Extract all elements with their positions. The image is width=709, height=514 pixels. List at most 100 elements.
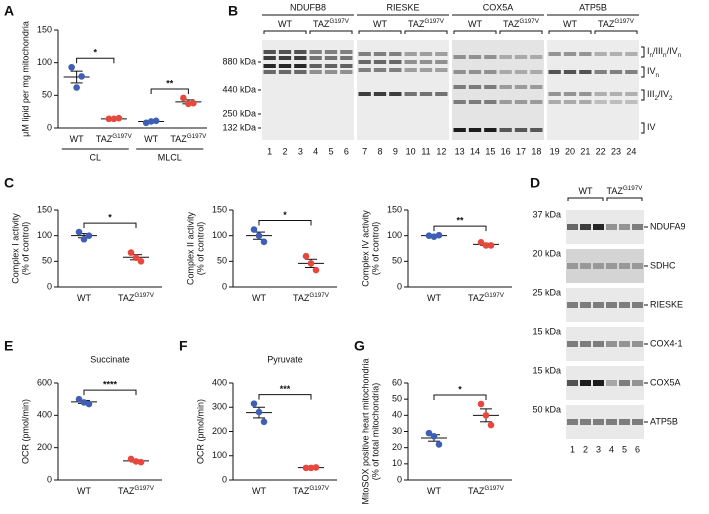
band [514, 85, 528, 89]
superscript: G197V [187, 133, 207, 140]
band [625, 92, 638, 96]
y-tick-label: 30 [392, 426, 402, 436]
data-point [190, 99, 197, 107]
band [632, 224, 643, 230]
lane-number: 18 [531, 146, 541, 156]
blot [566, 249, 644, 283]
data-point [487, 421, 495, 429]
label-part: TAZ [503, 19, 520, 29]
label-part: WT [70, 134, 84, 144]
band-bracket [641, 46, 645, 58]
data-point [482, 242, 490, 249]
band [593, 302, 604, 308]
data-point [85, 400, 93, 408]
label-part: TAZ [293, 293, 310, 303]
band [373, 68, 387, 72]
blot [566, 327, 644, 361]
band [593, 263, 604, 269]
superscript: G197V [424, 18, 444, 25]
y-tick-label: 100 [212, 230, 227, 240]
kda-label: 15 kDa [532, 326, 561, 336]
band [340, 50, 353, 54]
band [579, 92, 592, 96]
band [263, 56, 276, 60]
data-point [80, 399, 88, 406]
significance-bracket [83, 389, 137, 396]
y-axis-label: μM lipid per mg mitochondria [20, 21, 30, 137]
significance-bracket [258, 394, 312, 400]
band [594, 100, 607, 104]
group-label: WT [373, 19, 387, 29]
lane-number: 13 [455, 146, 465, 156]
significance-bracket [433, 394, 487, 401]
label-part: WT [427, 293, 441, 303]
band [593, 341, 604, 347]
band [609, 70, 623, 74]
band [309, 50, 322, 54]
x-tick-label: WT [144, 134, 158, 144]
data-point [425, 232, 433, 239]
band [358, 52, 371, 56]
lane-number: 2 [583, 444, 588, 454]
band [499, 70, 512, 74]
group-bracket [499, 30, 543, 34]
significance-bracket [83, 222, 137, 229]
kda-label: 37 kDa [532, 209, 561, 219]
data-point [260, 418, 268, 426]
lane-number: 7 [362, 146, 367, 156]
band [606, 419, 617, 425]
band-bracket [641, 66, 645, 78]
label-part: TAZ [598, 19, 615, 29]
label-part: I [647, 46, 650, 56]
y-tick-label: 600 [37, 377, 52, 387]
y-tick-label: 0 [47, 122, 52, 132]
label-part: WT [252, 293, 266, 303]
group-label: WT [278, 19, 292, 29]
band [484, 55, 497, 59]
band [593, 224, 604, 230]
band [632, 341, 643, 347]
blot [566, 366, 644, 400]
lane-number: 8 [377, 146, 382, 156]
y-tick-label: 50 [392, 256, 402, 266]
lane-number: 14 [470, 146, 480, 156]
band [619, 302, 630, 308]
band [435, 92, 448, 96]
band [632, 302, 643, 308]
kda-label: 440 kDa [222, 84, 256, 94]
x-tick-label: WT [427, 293, 441, 303]
band [609, 52, 623, 56]
band [499, 128, 512, 132]
x-tick-label: TAZG197V [468, 485, 505, 496]
band [632, 263, 643, 269]
band [567, 263, 578, 269]
lane-number: 15 [485, 146, 495, 156]
group-bracket [358, 30, 402, 34]
band [606, 341, 617, 347]
lane-number: 19 [550, 146, 560, 156]
band [606, 302, 617, 308]
group-label: TAZG197V [607, 185, 644, 196]
data-point [137, 458, 145, 466]
protein-label: COX5A [650, 377, 681, 387]
significance-label: ** [166, 78, 174, 88]
lane-number: 9 [393, 146, 398, 156]
lane-number: 1 [267, 146, 272, 156]
band [567, 341, 578, 347]
data-point [115, 114, 123, 122]
group-bracket [404, 30, 448, 34]
label-part: TAZ [170, 134, 187, 144]
band [278, 50, 292, 54]
y-tick-label: 0 [397, 474, 402, 484]
band [358, 68, 371, 72]
label-part: TAZ [408, 19, 425, 29]
y-tick-label: 100 [37, 230, 52, 240]
data-point [142, 119, 150, 127]
y-axis-label: OCR (pmol/min) [195, 399, 205, 464]
label-part: III [647, 89, 655, 99]
label-part: /IV [658, 89, 669, 99]
band [324, 64, 338, 68]
band [548, 100, 561, 104]
superscript: G197V [614, 18, 634, 25]
